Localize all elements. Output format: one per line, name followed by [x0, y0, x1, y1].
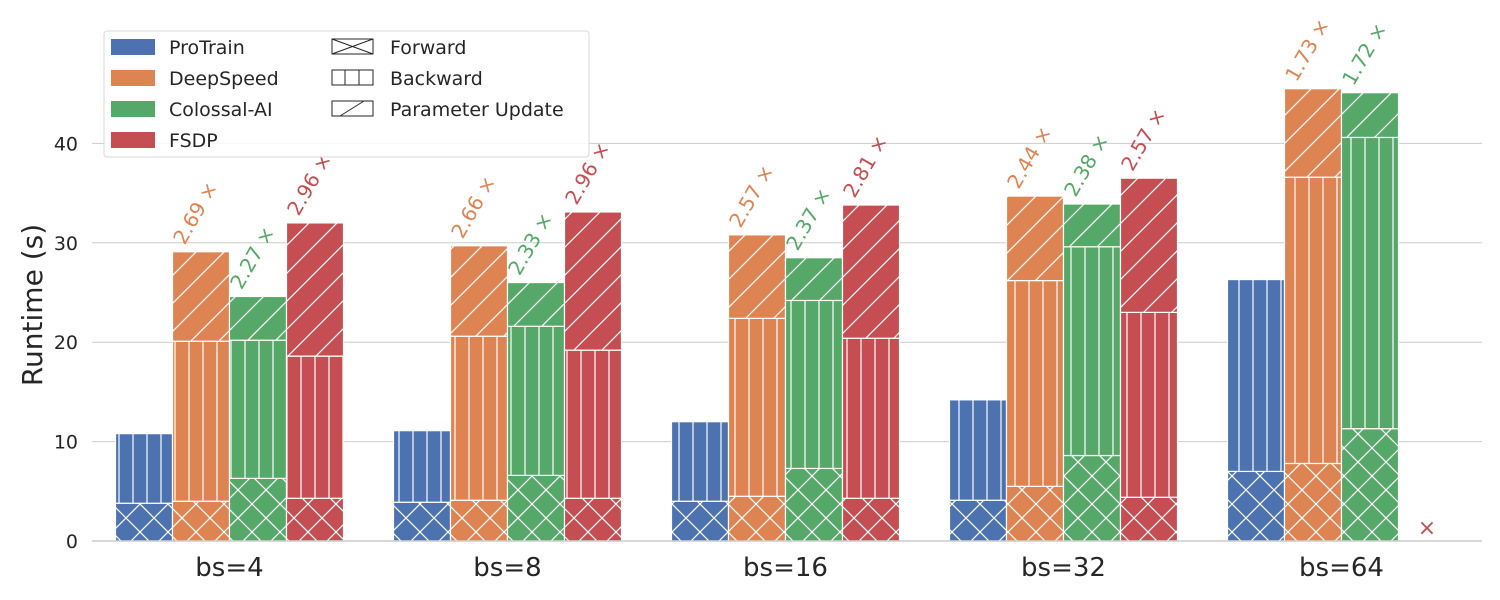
bar-hatch-update — [1283, 88, 1343, 178]
bar-hatch-forward — [670, 500, 730, 542]
legend-swatch — [111, 39, 155, 55]
legend-swatch — [111, 70, 155, 86]
bar-hatch-backward — [1005, 279, 1065, 487]
speedup-label: 2.44 × — [1002, 122, 1057, 193]
legend-label: DeepSpeed — [169, 68, 279, 90]
bar-hatch-forward — [948, 499, 1008, 542]
bar-hatch-update — [228, 295, 288, 341]
speedup-label: 2.37 × — [781, 184, 836, 255]
legend: ProTrain DeepSpeed Colossal-AI FSDP Forward B… — [103, 30, 590, 158]
bar-hatch-update — [784, 257, 844, 302]
bar-hatch-forward — [228, 477, 288, 542]
bar-hatch-forward — [1340, 428, 1400, 542]
axes: 0 10 20 30 40 bs=4 bs=8 bs=16 bs=32 bs=64 — [54, 133, 1482, 583]
bars — [114, 88, 1400, 542]
bar-hatch-update — [1119, 177, 1179, 313]
x-tick-label: bs=8 — [473, 553, 541, 583]
bar-hatch-update — [727, 234, 787, 319]
legend-swatch — [111, 101, 155, 117]
y-axis-title: Runtime (s) — [16, 224, 49, 386]
bar-hatch-backward — [1226, 278, 1286, 473]
x-tick-label: bs=16 — [743, 553, 828, 583]
legend-hatch-diagonal — [339, 100, 365, 117]
bar-hatch-forward — [449, 499, 509, 542]
y-tick-label: 0 — [66, 531, 78, 553]
y-tick-label: 40 — [54, 133, 78, 155]
bar-hatch-forward — [114, 502, 174, 542]
bar-hatch-backward — [948, 399, 1008, 501]
bar-hatch-backward — [1062, 246, 1122, 457]
legend-label: Parameter Update — [390, 99, 564, 121]
bar-hatch-backward — [228, 339, 288, 479]
bar-hatch-update — [285, 222, 345, 357]
speedup-label: 2.66 × — [446, 172, 501, 243]
bar-hatch-backward — [506, 325, 566, 476]
bar-hatch-forward — [506, 474, 566, 542]
speedup-label: 2.57 × — [724, 161, 779, 232]
bar-hatch-backward — [392, 430, 452, 503]
bar-hatch-update — [449, 245, 509, 337]
legend-label: FSDP — [169, 130, 218, 152]
bar-hatch-forward — [1226, 470, 1286, 542]
bar-hatch-backward — [1283, 176, 1343, 465]
bar-hatch-forward — [1005, 485, 1065, 542]
legend-label: Colossal-AI — [169, 99, 273, 121]
bar-hatch-forward — [727, 495, 787, 542]
speedup-label: 2.38 × — [1059, 130, 1114, 201]
bar-hatch-backward — [449, 335, 509, 501]
failed-run-marker: × — [1418, 516, 1436, 541]
bar-hatch-backward — [727, 317, 787, 497]
bar-hatch-forward — [784, 467, 844, 542]
bar-hatch-forward — [392, 501, 452, 542]
x-tick-label: bs=32 — [1021, 553, 1106, 583]
speedup-label: 2.96 × — [282, 149, 337, 220]
bar-hatch-update — [1062, 203, 1122, 248]
bar-hatch-backward — [1119, 311, 1179, 498]
legend-hatch-cross — [331, 38, 374, 55]
legend-hatch-swatch — [331, 69, 374, 86]
bar-hatch-forward — [1062, 454, 1122, 542]
bar-hatch-update — [841, 204, 901, 339]
bar-hatch-update — [171, 251, 231, 342]
legend-hatch-vertical — [344, 70, 360, 85]
bar-hatch-forward — [171, 500, 231, 542]
bar-hatch-backward — [1340, 136, 1400, 430]
bar-hatch-backward — [784, 299, 844, 470]
x-tick-label: bs=64 — [1299, 553, 1384, 583]
y-tick-label: 30 — [54, 233, 78, 255]
y-tick-label: 20 — [54, 332, 78, 354]
legend-swatch — [111, 132, 155, 148]
bar-hatch-backward — [563, 349, 623, 499]
speedup-label: 2.57 × — [1116, 104, 1171, 175]
bar-hatch-forward — [841, 497, 901, 542]
bar-hatch-update — [506, 281, 566, 327]
bar-hatch-backward — [841, 337, 901, 499]
x-tick-label: bs=4 — [195, 553, 263, 583]
speedup-label: 2.33 × — [503, 208, 558, 279]
bar-hatch-backward — [285, 355, 345, 499]
bar-hatch-forward — [1283, 462, 1343, 542]
y-tick-label: 10 — [54, 432, 78, 454]
legend-box — [103, 30, 590, 158]
speedup-label: 1.72 × — [1337, 19, 1392, 90]
bar-hatch-backward — [171, 340, 231, 502]
speedup-label: 2.69 × — [168, 178, 223, 249]
legend-label: ProTrain — [169, 37, 245, 59]
legend-label: Forward — [390, 37, 466, 59]
speedup-label: 2.27 × — [225, 222, 280, 293]
bar-hatch-backward — [114, 433, 174, 504]
bar-hatch-update — [1005, 195, 1065, 282]
bar-hatch-update — [563, 211, 623, 351]
speedup-label: 1.73 × — [1280, 15, 1335, 86]
bar-hatch-forward — [563, 497, 623, 542]
bar-hatch-forward — [285, 497, 345, 542]
speedup-label: 2.81 × — [838, 131, 893, 202]
bar-hatch-forward — [1119, 496, 1179, 542]
legend-label: Backward — [390, 68, 483, 90]
bar-hatch-backward — [670, 421, 730, 502]
bar-hatch-update — [1340, 92, 1400, 139]
